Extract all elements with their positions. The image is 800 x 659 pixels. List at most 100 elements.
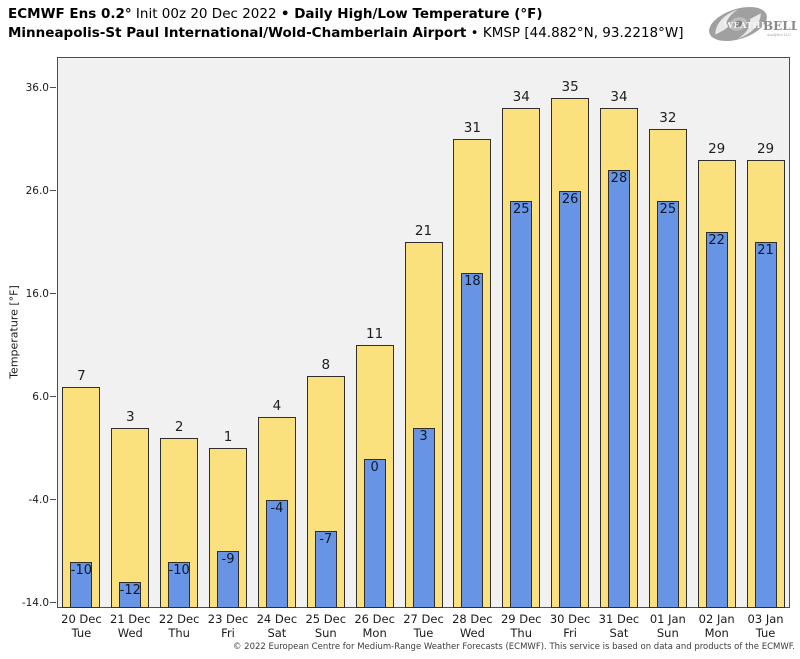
- low-temp-value: 21: [757, 243, 774, 259]
- low-temp-bar: [754, 242, 777, 608]
- low-temp-bar: [705, 232, 728, 608]
- low-temp-bar: [461, 273, 484, 608]
- title-init: Init 00z 20 Dec 2022: [131, 6, 281, 22]
- high-temp-value: 34: [610, 89, 628, 106]
- chart-title: ECMWF Ens 0.2° Init 00z 20 Dec 2022 • Da…: [8, 5, 543, 23]
- logo-text-bell: BELL: [763, 19, 797, 33]
- x-tick-day: Wed: [459, 626, 485, 640]
- high-temp-value: 3: [126, 408, 135, 425]
- footer-credit: © 2022 European Centre for Medium-Range …: [232, 642, 795, 652]
- weatherbell-logo: WEATHER BELL Analytics LLC: [709, 6, 797, 42]
- y-tick-mark: [50, 190, 56, 192]
- x-tick-date: 29 Dec: [500, 612, 542, 626]
- x-tick-date: 01 Jan: [649, 612, 686, 626]
- subtitle-station-name: Minneapolis-St Paul International/Wold-C…: [8, 25, 467, 41]
- low-temp-value: -7: [319, 531, 333, 547]
- high-temp-value: 8: [321, 357, 331, 374]
- high-temp-value: 21: [414, 223, 433, 240]
- low-temp-value: 28: [610, 171, 628, 187]
- low-temp-value: 0: [370, 459, 379, 475]
- high-temp-value: 34: [512, 89, 530, 106]
- x-tick-date: 31 Dec: [598, 612, 640, 626]
- low-temp-value: -10: [168, 562, 190, 578]
- high-temp-value: 35: [561, 79, 579, 96]
- low-temp-bar: [607, 170, 630, 608]
- chart-subtitle: Minneapolis-St Paul International/Wold-C…: [8, 24, 684, 42]
- x-tick-day: Mon: [362, 626, 387, 640]
- low-temp-bar: [265, 499, 288, 608]
- logo-text-weather: WEATHER: [723, 20, 775, 30]
- x-tick-date: 26 Dec: [354, 612, 395, 626]
- low-temp-bar: [217, 551, 240, 608]
- low-temp-bar: [168, 561, 191, 608]
- high-temp-value: 31: [463, 120, 481, 137]
- low-temp-bar: [510, 201, 533, 608]
- high-temp-value: 32: [659, 110, 677, 127]
- low-temp-bar: [363, 458, 386, 608]
- y-tick-mark: [50, 396, 56, 398]
- x-tick-date: 25 Dec: [305, 612, 347, 626]
- logo-tagline: Analytics LLC: [766, 33, 791, 37]
- title-product: • Daily High/Low Temperature (°F): [280, 6, 543, 22]
- high-temp-value: 2: [174, 419, 184, 436]
- x-tick-day: Sun: [656, 626, 679, 640]
- title-model: ECMWF Ens 0.2°: [8, 6, 132, 22]
- y-tick-mark: [50, 293, 56, 295]
- low-temp-bar: [314, 530, 337, 608]
- y-tick-label: 16.0: [25, 287, 49, 300]
- y-tick-label: 26.0: [25, 184, 49, 197]
- x-tick-day: Wed: [117, 626, 143, 640]
- y-tick-label: -4.0: [28, 493, 50, 506]
- y-tick-mark: [50, 602, 56, 604]
- x-tick-day: Tue: [413, 626, 434, 640]
- low-temp-bar: [412, 427, 435, 608]
- hurricane-swirl-icon: [709, 6, 767, 42]
- x-tick-day: Thu: [510, 626, 533, 640]
- low-temp-value: -12: [119, 583, 141, 599]
- high-temp-value: 7: [77, 367, 86, 384]
- low-temp-value: 22: [708, 233, 725, 249]
- x-tick-date: 28 Dec: [452, 612, 493, 626]
- x-tick-day: Fri: [563, 626, 577, 640]
- x-tick-day: Sat: [609, 626, 629, 640]
- low-temp-value: -10: [70, 562, 93, 578]
- y-tick-label: 6.0: [32, 390, 49, 403]
- x-tick-date: 24 Dec: [256, 612, 298, 626]
- low-temp-bar: [70, 561, 93, 608]
- low-temp-bar: [119, 582, 142, 608]
- x-tick-day: Fri: [221, 626, 235, 640]
- high-temp-bar: [111, 427, 150, 608]
- x-tick-date: 20 Dec: [61, 612, 102, 626]
- x-tick-day: Tue: [71, 626, 92, 640]
- subtitle-station-coords: • KMSP [44.882°N, 93.2218°W]: [466, 25, 684, 41]
- x-tick-day: Mon: [704, 626, 729, 640]
- low-temp-value: 3: [419, 428, 428, 444]
- y-tick-label: 36.0: [25, 81, 49, 94]
- high-temp-value: 11: [366, 326, 384, 343]
- high-temp-value: 29: [756, 140, 775, 157]
- low-temp-value: -9: [221, 552, 235, 568]
- x-tick-day: Sat: [267, 626, 287, 640]
- x-tick-day: Thu: [168, 626, 190, 640]
- y-tick-label: -14.0: [21, 596, 49, 609]
- x-tick-day: Tue: [755, 626, 776, 640]
- low-temp-value: 25: [659, 202, 677, 218]
- x-tick-date: 22 Dec: [158, 612, 200, 626]
- x-tick-day: Sun: [314, 626, 337, 640]
- y-tick-mark: [50, 499, 56, 501]
- low-temp-bar: [559, 190, 582, 608]
- high-temp-value: 1: [223, 429, 233, 446]
- low-temp-value: 26: [561, 191, 579, 207]
- x-tick-date: 03 Jan: [747, 612, 784, 626]
- x-tick-date: 02 Jan: [698, 612, 735, 626]
- low-temp-bar: [656, 201, 679, 608]
- high-temp-value: 29: [708, 140, 726, 157]
- low-temp-value: -4: [270, 500, 284, 516]
- x-tick-date: 30 Dec: [549, 612, 591, 626]
- low-temp-value: 25: [512, 202, 530, 218]
- x-tick-date: 23 Dec: [207, 612, 249, 626]
- low-temp-value: 18: [464, 274, 481, 290]
- y-tick-mark: [50, 87, 56, 89]
- x-tick-date: 21 Dec: [110, 612, 151, 626]
- high-temp-value: 4: [272, 398, 282, 415]
